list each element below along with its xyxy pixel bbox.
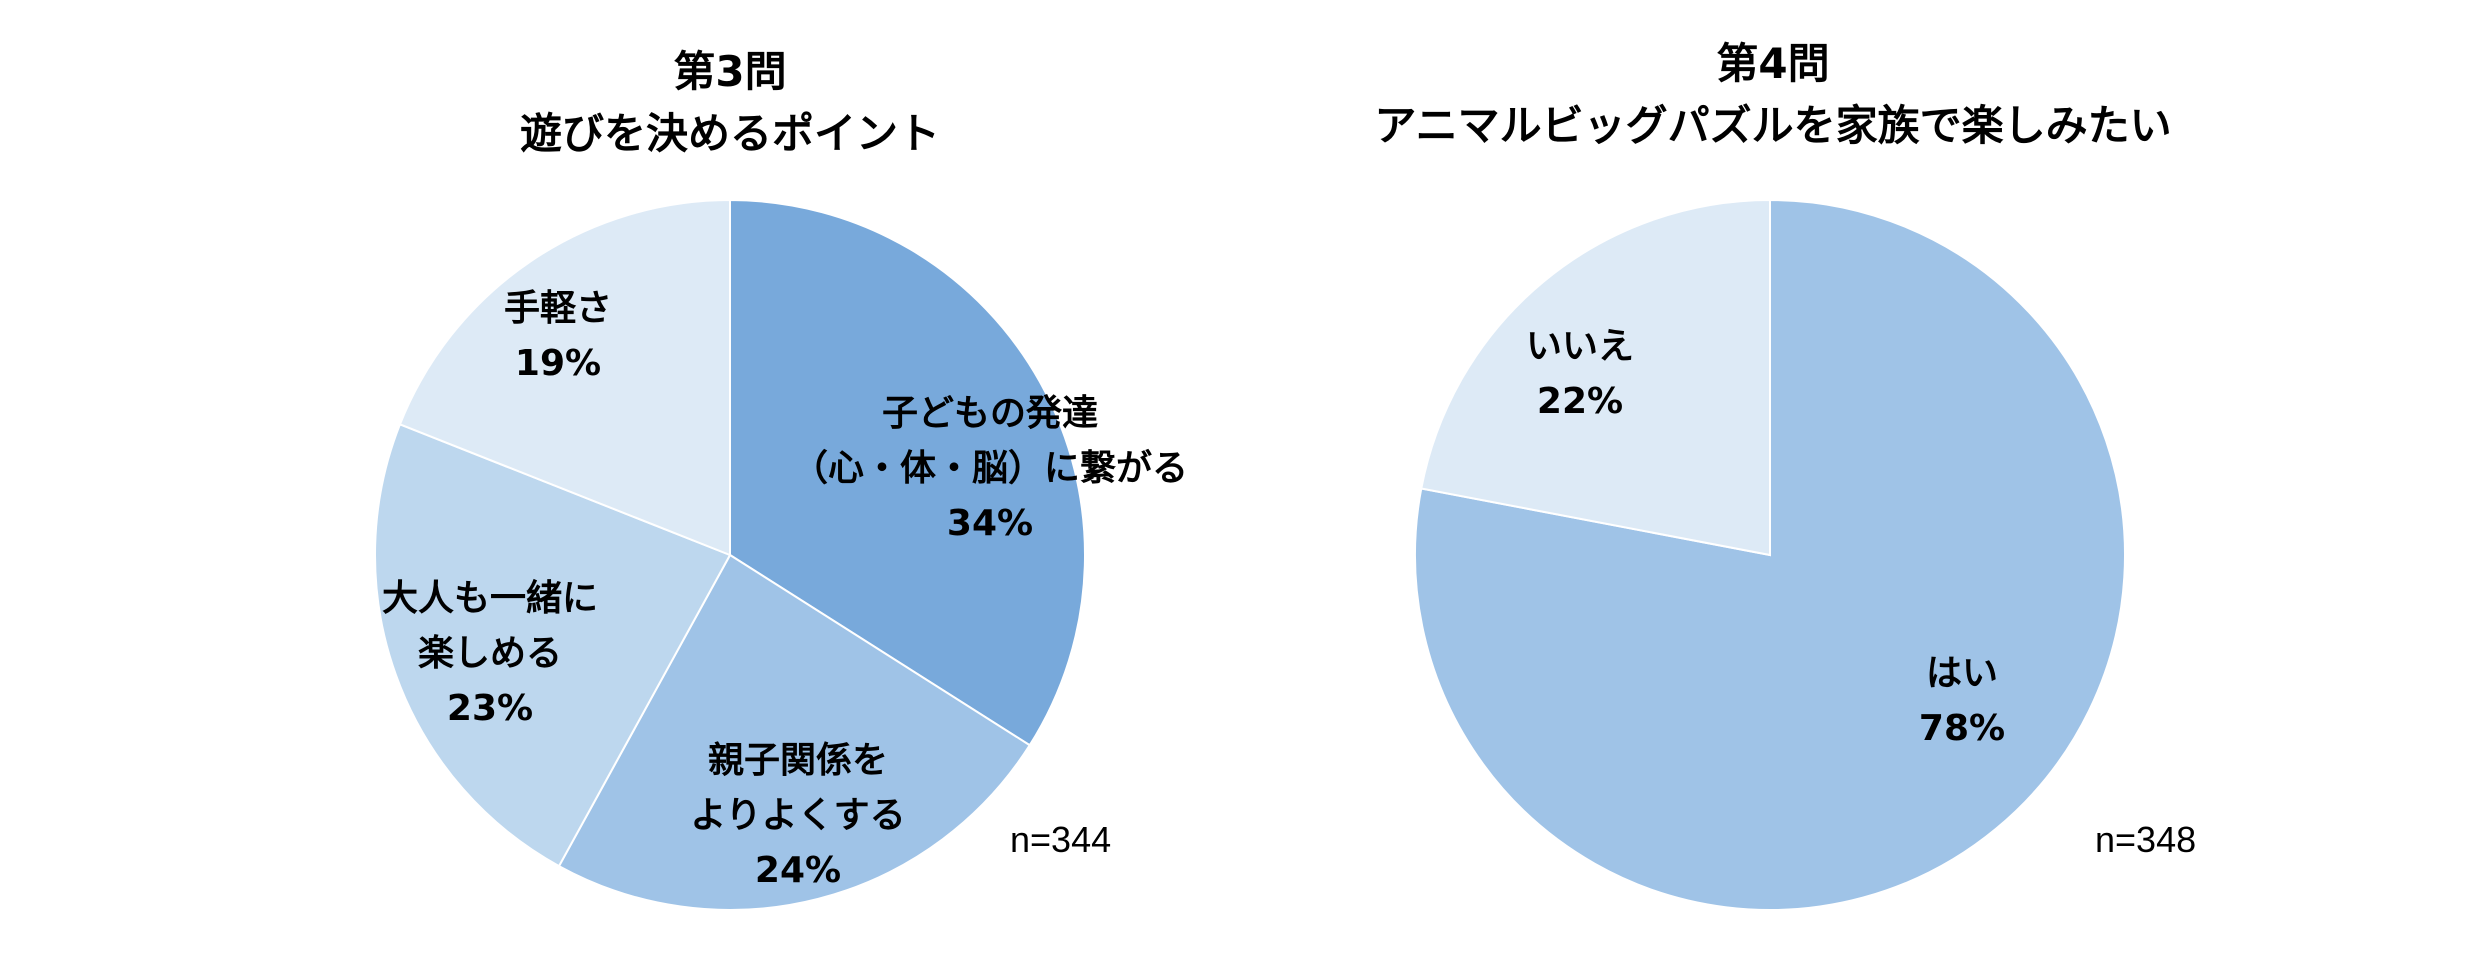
sample-size-label: n=344: [1010, 819, 1111, 860]
sample-size-label: n=348: [2095, 819, 2196, 860]
slice-category-label: 手軽さ: [504, 288, 612, 329]
slice-category-label: よりよくする: [690, 795, 905, 836]
pie-slice: [1420, 198, 1771, 557]
slice-category-label: （心・体・脳）に繋がる: [792, 448, 1188, 489]
pie-slice: [729, 198, 1087, 747]
slice-value-label: 23%: [447, 688, 533, 729]
slice-category-label: 親子関係を: [708, 740, 888, 781]
slice-value-label: 34%: [947, 503, 1033, 544]
pie-slice: [557, 553, 1032, 911]
pie-slice: [398, 198, 731, 557]
chart-title-line: 第4問: [1716, 39, 1829, 88]
chart-title-line: アニマルビッグパズルを家族で楽しみたい: [1374, 101, 2171, 150]
slice-category-label: 子どもの発達: [882, 393, 1098, 434]
chart-title-line: 遊びを決めるポイント: [520, 109, 940, 158]
slice-value-label: 22%: [1537, 381, 1623, 422]
pie-slice: [374, 423, 732, 868]
slice-category-label: 大人も一緒に: [382, 578, 598, 619]
slice-category-label: いいえ: [1526, 326, 1634, 367]
slice-category-label: 楽しめる: [418, 633, 562, 674]
slice-value-label: 78%: [1919, 708, 2005, 749]
chart-title-line: 第3問: [673, 47, 786, 96]
slice-value-label: 24%: [755, 850, 841, 891]
pie-slice: [1414, 198, 2126, 911]
slice-category-label: はい: [1926, 653, 1998, 694]
slice-value-label: 19%: [515, 343, 601, 384]
